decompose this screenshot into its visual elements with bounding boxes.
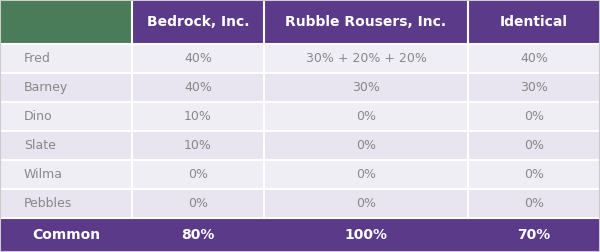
- Bar: [0, 102, 132, 131]
- Text: 30%: 30%: [520, 81, 548, 94]
- Text: 0%: 0%: [524, 197, 544, 210]
- Text: 0%: 0%: [356, 197, 376, 210]
- Text: 80%: 80%: [181, 228, 215, 242]
- Bar: [0, 131, 132, 160]
- Bar: [468, 44, 600, 73]
- Bar: [132, 160, 264, 189]
- Bar: [0, 189, 132, 218]
- Bar: [264, 218, 468, 252]
- Text: 0%: 0%: [524, 110, 544, 123]
- Text: 30% + 20% + 20%: 30% + 20% + 20%: [305, 52, 427, 65]
- Bar: [468, 102, 600, 131]
- Bar: [0, 73, 132, 102]
- Text: 10%: 10%: [184, 110, 212, 123]
- Bar: [0, 218, 132, 252]
- Text: 30%: 30%: [352, 81, 380, 94]
- Bar: [468, 0, 600, 44]
- Text: 70%: 70%: [517, 228, 551, 242]
- Bar: [264, 73, 468, 102]
- Text: 0%: 0%: [356, 168, 376, 181]
- Text: Common: Common: [32, 228, 100, 242]
- Text: 10%: 10%: [184, 139, 212, 152]
- Text: Fred: Fred: [24, 52, 51, 65]
- Bar: [132, 44, 264, 73]
- Text: 0%: 0%: [524, 139, 544, 152]
- Bar: [264, 189, 468, 218]
- Text: 100%: 100%: [344, 228, 388, 242]
- Bar: [264, 44, 468, 73]
- Bar: [264, 160, 468, 189]
- Text: Slate: Slate: [24, 139, 56, 152]
- Bar: [0, 44, 132, 73]
- Bar: [132, 189, 264, 218]
- Bar: [0, 0, 132, 44]
- Text: Barney: Barney: [24, 81, 68, 94]
- Text: Bedrock, Inc.: Bedrock, Inc.: [147, 15, 249, 29]
- Text: Dino: Dino: [24, 110, 53, 123]
- Text: 0%: 0%: [188, 197, 208, 210]
- Text: 40%: 40%: [184, 81, 212, 94]
- Text: 0%: 0%: [356, 139, 376, 152]
- Text: 40%: 40%: [184, 52, 212, 65]
- Text: Rubble Rousers, Inc.: Rubble Rousers, Inc.: [286, 15, 446, 29]
- Bar: [468, 218, 600, 252]
- Bar: [264, 131, 468, 160]
- Text: Pebbles: Pebbles: [24, 197, 72, 210]
- Bar: [132, 102, 264, 131]
- Bar: [132, 218, 264, 252]
- Text: 0%: 0%: [188, 168, 208, 181]
- Bar: [264, 0, 468, 44]
- Bar: [132, 73, 264, 102]
- Bar: [468, 73, 600, 102]
- Text: Wilma: Wilma: [24, 168, 63, 181]
- Bar: [0, 160, 132, 189]
- Text: Identical: Identical: [500, 15, 568, 29]
- Bar: [468, 131, 600, 160]
- Text: 0%: 0%: [356, 110, 376, 123]
- Text: 0%: 0%: [524, 168, 544, 181]
- Bar: [468, 160, 600, 189]
- Bar: [468, 189, 600, 218]
- Bar: [264, 102, 468, 131]
- Text: 40%: 40%: [520, 52, 548, 65]
- Bar: [132, 131, 264, 160]
- Bar: [132, 0, 264, 44]
